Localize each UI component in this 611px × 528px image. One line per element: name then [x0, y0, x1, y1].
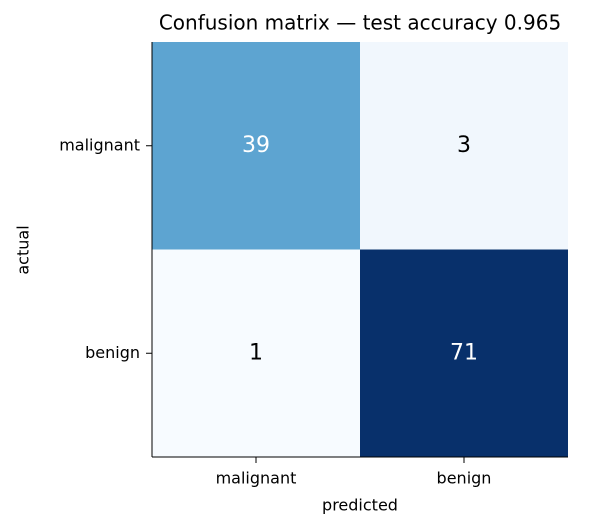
cell-label: 3	[457, 133, 471, 158]
y-tick-label: malignant	[59, 135, 140, 154]
cell-label: 71	[450, 340, 478, 365]
x-tick-label: malignant	[216, 469, 297, 488]
chart-title: Confusion matrix — test accuracy 0.965	[159, 11, 561, 35]
heatmap-cell	[152, 249, 360, 457]
heatmap-cell	[152, 42, 360, 250]
y-tick-label: benign	[85, 343, 140, 362]
heatmap-cell	[360, 42, 568, 250]
x-axis-label: predicted	[322, 496, 398, 515]
x-tick-label: benign	[437, 469, 492, 488]
heatmap-cell	[360, 249, 568, 457]
y-axis-label: actual	[14, 225, 33, 274]
cell-label: 1	[249, 340, 263, 365]
cell-label: 39	[242, 133, 270, 158]
